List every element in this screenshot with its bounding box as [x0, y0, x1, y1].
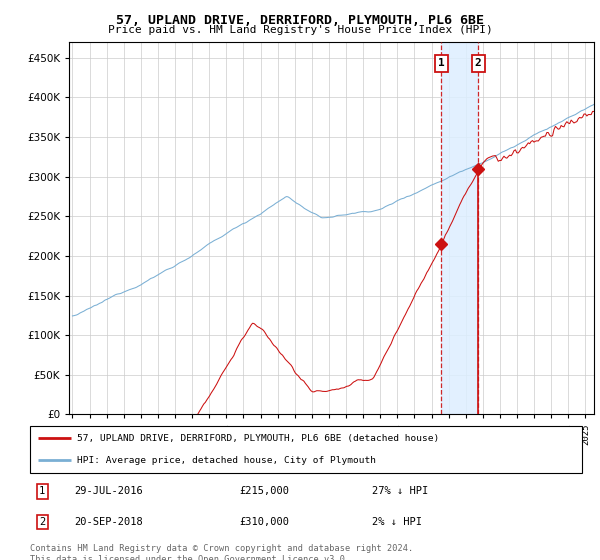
Text: 57, UPLAND DRIVE, DERRIFORD, PLYMOUTH, PL6 6BE: 57, UPLAND DRIVE, DERRIFORD, PLYMOUTH, P…	[116, 14, 484, 27]
Text: 1: 1	[39, 487, 45, 496]
FancyBboxPatch shape	[30, 426, 582, 473]
Text: 57, UPLAND DRIVE, DERRIFORD, PLYMOUTH, PL6 6BE (detached house): 57, UPLAND DRIVE, DERRIFORD, PLYMOUTH, P…	[77, 434, 439, 443]
Text: 2: 2	[475, 58, 481, 68]
Text: Price paid vs. HM Land Registry's House Price Index (HPI): Price paid vs. HM Land Registry's House …	[107, 25, 493, 35]
Bar	[442, 42, 478, 414]
Text: HPI: Average price, detached house, City of Plymouth: HPI: Average price, detached house, City…	[77, 456, 376, 465]
Text: 2: 2	[39, 517, 45, 527]
Text: 27% ↓ HPI: 27% ↓ HPI	[372, 487, 428, 496]
Text: £310,000: £310,000	[240, 517, 290, 527]
Text: 1: 1	[438, 58, 445, 68]
Text: Contains HM Land Registry data © Crown copyright and database right 2024.
This d: Contains HM Land Registry data © Crown c…	[30, 544, 413, 560]
Text: 29-JUL-2016: 29-JUL-2016	[74, 487, 143, 496]
Text: £215,000: £215,000	[240, 487, 290, 496]
Text: 2% ↓ HPI: 2% ↓ HPI	[372, 517, 422, 527]
Text: 20-SEP-2018: 20-SEP-2018	[74, 517, 143, 527]
